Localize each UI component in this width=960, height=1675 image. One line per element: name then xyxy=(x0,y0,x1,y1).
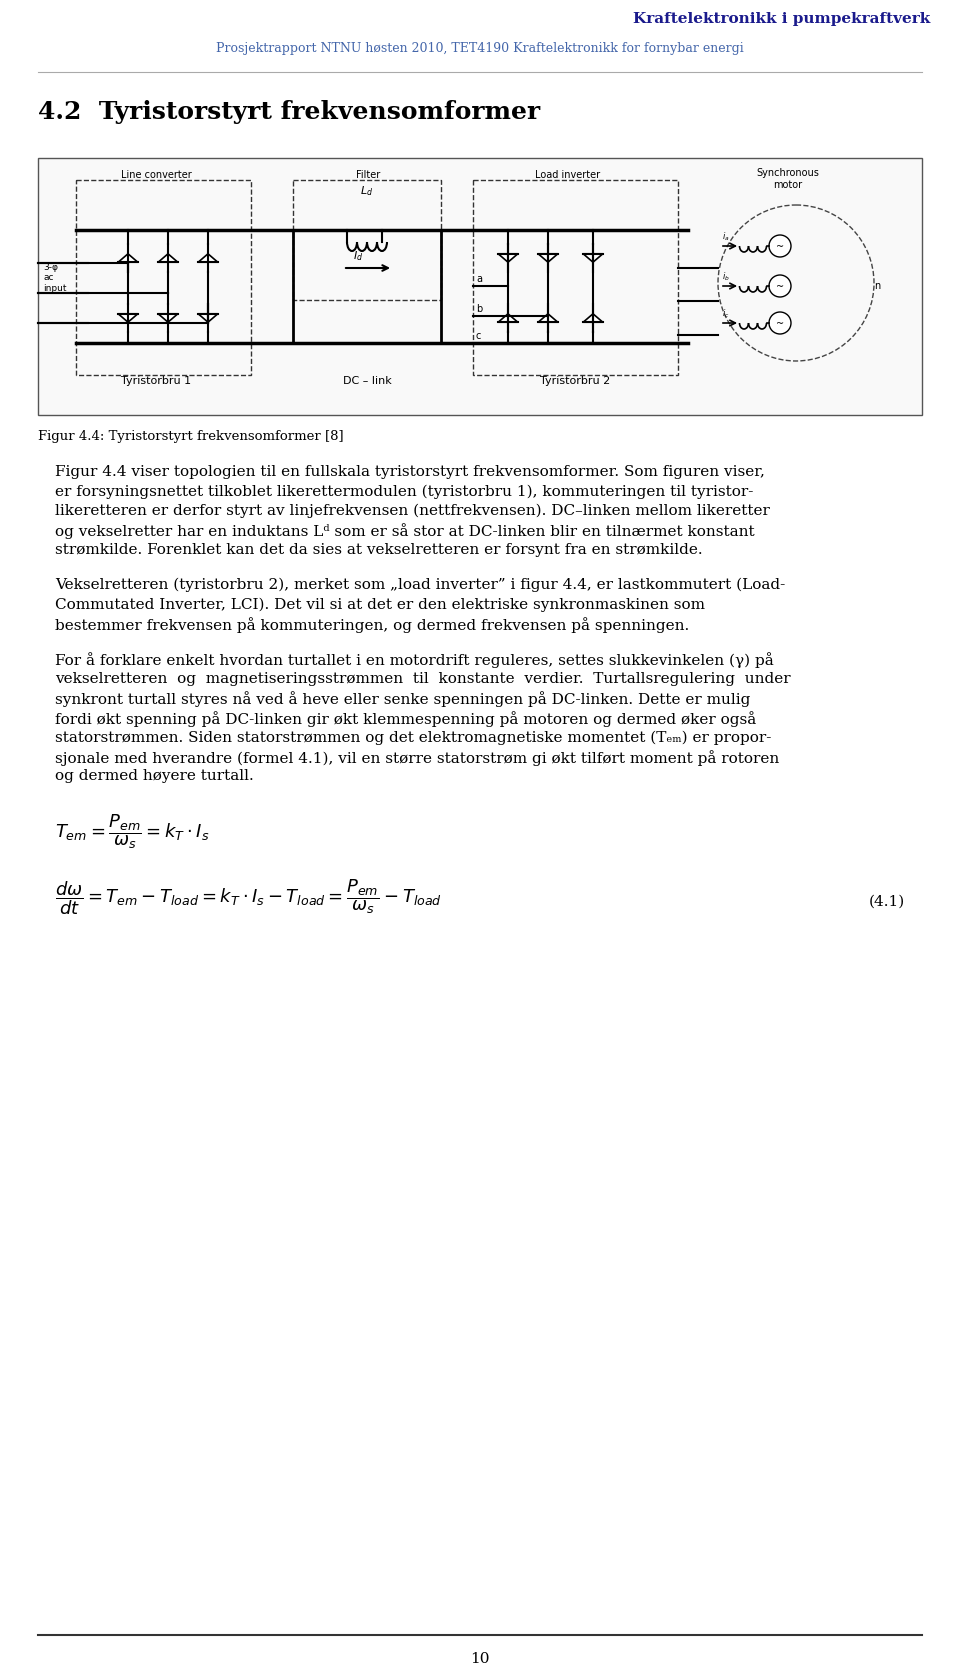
Text: Line converter: Line converter xyxy=(121,169,191,179)
Polygon shape xyxy=(498,255,517,263)
Text: synkront turtall styres nå ved å heve eller senke spenningen på DC-linken. Dette: synkront turtall styres nå ved å heve el… xyxy=(55,692,751,707)
Text: DC – link: DC – link xyxy=(343,375,392,385)
Text: er forsyningsnettet tilkoblet likerettermodulen (tyristorbru 1), kommuteringen t: er forsyningsnettet tilkoblet likeretter… xyxy=(55,484,754,499)
Text: fordi økt spenning på DC-linken gir økt klemmespenning på motoren og dermed øker: fordi økt spenning på DC-linken gir økt … xyxy=(55,710,756,727)
Text: $I_d$: $I_d$ xyxy=(353,250,363,263)
Polygon shape xyxy=(118,313,138,322)
Text: n: n xyxy=(874,281,880,291)
Text: Tyristorbru 1: Tyristorbru 1 xyxy=(121,375,191,385)
Text: og vekselretter har en induktans Lᵈ som er så stor at DC-linken blir en tilnærme: og vekselretter har en induktans Lᵈ som … xyxy=(55,524,755,539)
Text: $i_c$: $i_c$ xyxy=(722,308,730,320)
Text: ~: ~ xyxy=(776,318,784,328)
Text: Load inverter: Load inverter xyxy=(536,169,601,179)
Circle shape xyxy=(769,312,791,333)
Polygon shape xyxy=(539,255,558,263)
Text: $L_d$: $L_d$ xyxy=(360,184,373,198)
Text: sjonale med hverandre (formel 4.1), vil en større statorstrøm gi økt tilført mom: sjonale med hverandre (formel 4.1), vil … xyxy=(55,750,780,765)
Text: For å forklare enkelt hvordan turtallet i en motordrift reguleres, settes slukke: For å forklare enkelt hvordan turtallet … xyxy=(55,652,774,668)
Text: ~: ~ xyxy=(776,241,784,251)
Text: b: b xyxy=(476,303,482,313)
Bar xyxy=(76,179,251,375)
Text: c: c xyxy=(476,332,481,342)
Text: og dermed høyere turtall.: og dermed høyere turtall. xyxy=(55,769,253,784)
Bar xyxy=(293,179,441,300)
Bar xyxy=(473,179,678,375)
Text: Filter: Filter xyxy=(356,169,380,179)
Text: likeretteren er derfor styrt av linjefrekvensen (nettfrekvensen). DC–linken mell: likeretteren er derfor styrt av linjefre… xyxy=(55,504,770,518)
Text: a: a xyxy=(476,275,482,285)
Text: Synchronous
motor: Synchronous motor xyxy=(756,168,820,189)
Text: (4.1): (4.1) xyxy=(869,894,905,910)
Circle shape xyxy=(769,235,791,256)
Text: Kraftelektronikk i pumpekraftverk: Kraftelektronikk i pumpekraftverk xyxy=(633,12,930,27)
Polygon shape xyxy=(158,255,178,263)
Polygon shape xyxy=(498,313,517,322)
Polygon shape xyxy=(539,313,558,322)
Polygon shape xyxy=(198,255,218,263)
Text: $T_{em} = \dfrac{P_{em}}{\omega_s} = k_T \cdot I_s$: $T_{em} = \dfrac{P_{em}}{\omega_s} = k_T… xyxy=(55,812,209,851)
Polygon shape xyxy=(118,255,138,263)
Text: Figur 4.4 viser topologien til en fullskala tyristorstyrt frekvensomformer. Som : Figur 4.4 viser topologien til en fullsk… xyxy=(55,466,765,479)
Text: 10: 10 xyxy=(470,1652,490,1667)
Polygon shape xyxy=(584,313,603,322)
Polygon shape xyxy=(584,255,603,263)
Text: strømkilde. Forenklet kan det da sies at vekselretteren er forsynt fra en strømk: strømkilde. Forenklet kan det da sies at… xyxy=(55,543,703,558)
Text: 4.2  Tyristorstyrt frekvensomformer: 4.2 Tyristorstyrt frekvensomformer xyxy=(38,100,540,124)
Text: bestemmer frekvensen på kommuteringen, og dermed frekvensen på spenningen.: bestemmer frekvensen på kommuteringen, o… xyxy=(55,616,689,633)
Text: $i_a$: $i_a$ xyxy=(722,231,730,243)
Text: ~: ~ xyxy=(776,281,784,291)
Text: Tyristorbru 2: Tyristorbru 2 xyxy=(540,375,611,385)
Text: Vekselretteren (tyristorbru 2), merket som „load inverter” i figur 4.4, er lastk: Vekselretteren (tyristorbru 2), merket s… xyxy=(55,578,785,593)
Polygon shape xyxy=(158,313,178,322)
Text: 3-φ
ac
input: 3-φ ac input xyxy=(43,263,66,293)
Text: vekselretteren  og  magnetiseringsstrømmen  til  konstante  verdier.  Turtallsre: vekselretteren og magnetiseringsstrømmen… xyxy=(55,672,791,685)
Text: Commutated Inverter, LCI). Det vil si at det er den elektriske synkronmaskinen s: Commutated Inverter, LCI). Det vil si at… xyxy=(55,598,705,611)
Text: $\dfrac{d\omega}{dt} = T_{em} - T_{load} = k_T \cdot I_s - T_{load} = \dfrac{P_{: $\dfrac{d\omega}{dt} = T_{em} - T_{load}… xyxy=(55,878,442,916)
Text: statorstrømmen. Siden statorstrømmen og det elektromagnetiske momentet (Tₑₘ) er : statorstrømmen. Siden statorstrømmen og … xyxy=(55,730,772,745)
Bar xyxy=(38,157,922,415)
Text: $i_b$: $i_b$ xyxy=(722,270,730,283)
Polygon shape xyxy=(198,313,218,322)
Text: Prosjektrapport NTNU høsten 2010, TET4190 Kraftelektronikk for fornybar energi: Prosjektrapport NTNU høsten 2010, TET419… xyxy=(216,42,744,55)
Circle shape xyxy=(769,275,791,296)
Text: Figur 4.4: Tyristorstyrt frekvensomformer [8]: Figur 4.4: Tyristorstyrt frekvensomforme… xyxy=(38,430,344,442)
